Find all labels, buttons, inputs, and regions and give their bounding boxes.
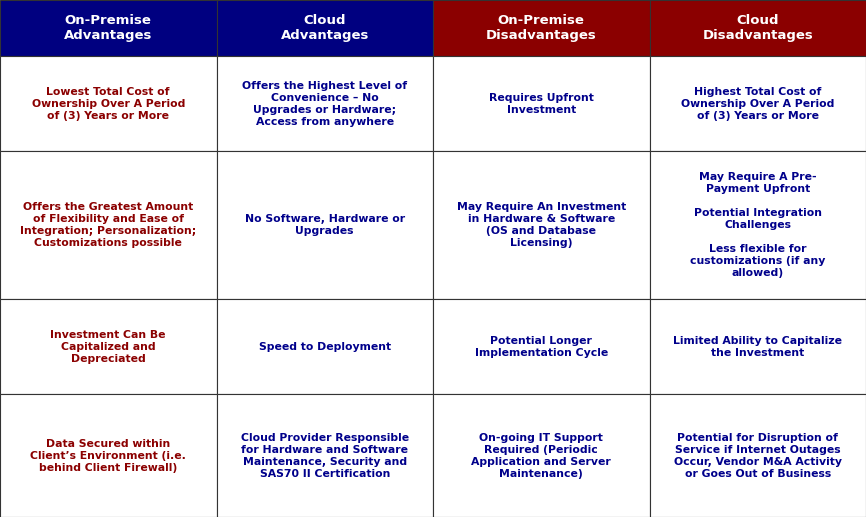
- Bar: [650, 394, 866, 517]
- Bar: [650, 299, 866, 394]
- Text: Potential Longer
Implementation Cycle: Potential Longer Implementation Cycle: [475, 336, 608, 358]
- Text: On-Premise
Disadvantages: On-Premise Disadvantages: [486, 14, 597, 42]
- Text: Offers the Greatest Amount
of Flexibility and Ease of
Integration; Personalizati: Offers the Greatest Amount of Flexibilit…: [20, 202, 197, 248]
- Text: Speed to Deployment: Speed to Deployment: [259, 342, 391, 352]
- Bar: [433, 394, 650, 517]
- Text: Cloud
Advantages: Cloud Advantages: [281, 14, 369, 42]
- Bar: [0, 56, 216, 151]
- Text: On-Premise
Advantages: On-Premise Advantages: [64, 14, 152, 42]
- Text: Investment Can Be
Capitalized and
Depreciated: Investment Can Be Capitalized and Deprec…: [50, 330, 166, 363]
- Bar: [216, 56, 433, 151]
- Bar: [216, 151, 433, 299]
- Bar: [433, 0, 650, 56]
- Text: Data Secured within
Client’s Environment (i.e.
behind Client Firewall): Data Secured within Client’s Environment…: [30, 439, 186, 473]
- Bar: [0, 394, 216, 517]
- Text: May Require An Investment
in Hardware & Software
(OS and Database
Licensing): May Require An Investment in Hardware & …: [456, 202, 626, 248]
- Bar: [0, 299, 216, 394]
- Bar: [0, 151, 216, 299]
- Text: Limited Ability to Capitalize
the Investment: Limited Ability to Capitalize the Invest…: [673, 336, 843, 358]
- Bar: [650, 56, 866, 151]
- Bar: [650, 151, 866, 299]
- Text: Lowest Total Cost of
Ownership Over A Period
of (3) Years or More: Lowest Total Cost of Ownership Over A Pe…: [31, 87, 185, 120]
- Text: May Require A Pre-
Payment Upfront

Potential Integration
Challenges

Less flexi: May Require A Pre- Payment Upfront Poten…: [690, 172, 825, 278]
- Bar: [216, 299, 433, 394]
- Text: On-going IT Support
Required (Periodic
Application and Server
Maintenance): On-going IT Support Required (Periodic A…: [471, 433, 611, 479]
- Text: Cloud Provider Responsible
for Hardware and Software
Maintenance, Security and
S: Cloud Provider Responsible for Hardware …: [241, 433, 409, 479]
- Text: Potential for Disruption of
Service if Internet Outages
Occur, Vendor M&A Activi: Potential for Disruption of Service if I…: [674, 433, 842, 479]
- Text: Cloud
Disadvantages: Cloud Disadvantages: [702, 14, 813, 42]
- Bar: [433, 299, 650, 394]
- Text: No Software, Hardware or
Upgrades: No Software, Hardware or Upgrades: [245, 214, 404, 236]
- Bar: [0, 0, 216, 56]
- Bar: [216, 394, 433, 517]
- Bar: [433, 151, 650, 299]
- Text: Highest Total Cost of
Ownership Over A Period
of (3) Years or More: Highest Total Cost of Ownership Over A P…: [681, 87, 835, 120]
- Bar: [216, 0, 433, 56]
- Bar: [650, 0, 866, 56]
- Text: Requires Upfront
Investment: Requires Upfront Investment: [488, 93, 594, 115]
- Bar: [433, 56, 650, 151]
- Text: Offers the Highest Level of
Convenience – No
Upgrades or Hardware;
Access from a: Offers the Highest Level of Convenience …: [242, 81, 407, 127]
